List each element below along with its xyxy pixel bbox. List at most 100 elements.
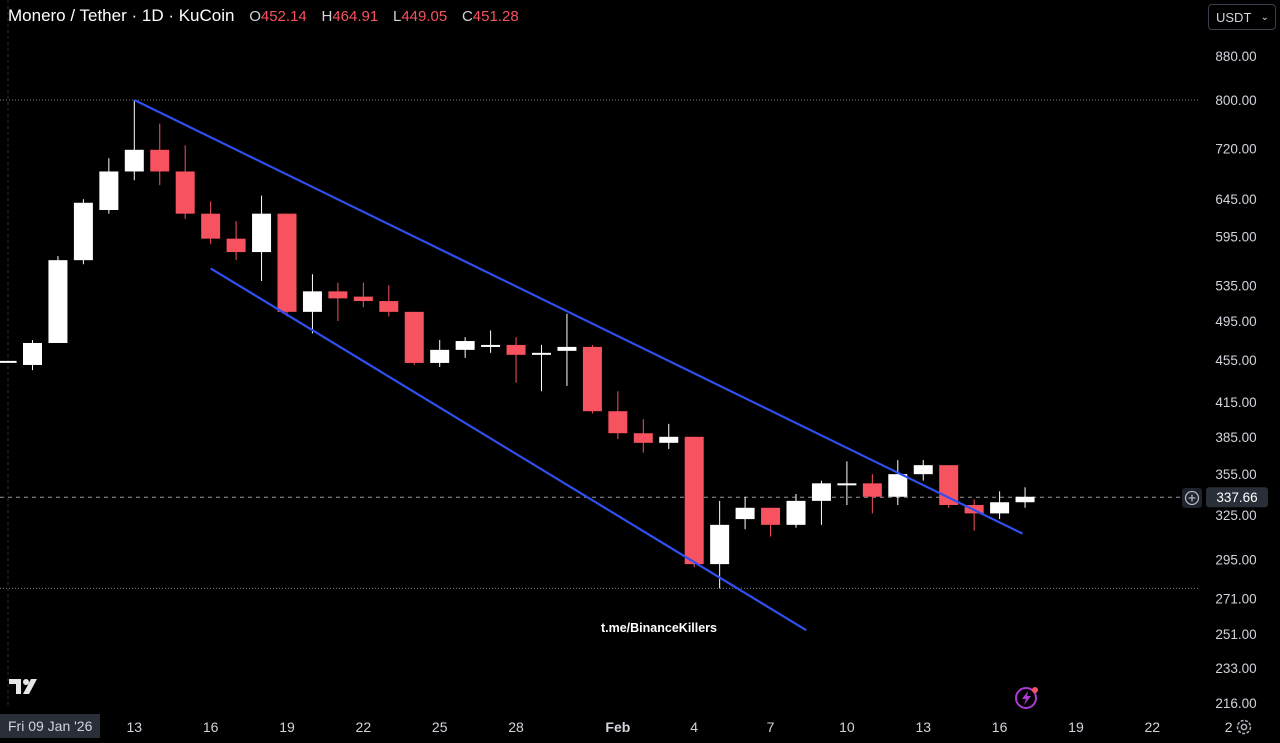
flash-icon[interactable] [1014, 685, 1040, 716]
candle-body [48, 260, 68, 343]
open-value: 452.14 [260, 8, 307, 25]
tradingview-logo-icon[interactable] [9, 677, 45, 700]
candle [710, 500, 730, 589]
candle-body [277, 213, 297, 312]
close-value: 451.28 [472, 8, 519, 25]
candle-body [481, 344, 501, 347]
watermark-text: t.me/BinanceKillers [601, 621, 717, 635]
candle [837, 461, 857, 506]
candle [659, 423, 679, 449]
y-tick-label: 535.00 [1215, 278, 1256, 293]
x-tick-label: 16 [992, 719, 1008, 735]
x-tick-label: 19 [1068, 719, 1084, 735]
candle [633, 419, 653, 453]
x-tick-label: 13 [127, 719, 143, 735]
y-tick-label: 233.00 [1215, 661, 1256, 676]
candle [201, 201, 221, 245]
plus-circle-icon[interactable] [1182, 488, 1202, 513]
candle [811, 480, 831, 525]
y-tick-label: 355.00 [1215, 467, 1256, 482]
y-tick-label: 720.00 [1215, 142, 1256, 157]
last-price-badge [1206, 487, 1268, 508]
candle-body [23, 342, 42, 365]
chevron-down-icon: ⌄ [1260, 11, 1269, 23]
channel-line-upper [133, 99, 1023, 535]
y-tick-label: 385.00 [1215, 430, 1256, 445]
candle [862, 474, 882, 514]
candle-body [761, 507, 781, 525]
candle-body [633, 433, 653, 443]
low-value: 449.05 [401, 8, 448, 25]
candle-body [710, 524, 730, 565]
x-tick-label: 25 [432, 719, 448, 735]
candle [175, 145, 195, 219]
y-tick-label: 645.00 [1215, 192, 1256, 207]
candle [226, 221, 246, 261]
candle-body [175, 171, 195, 214]
candle-body [353, 296, 373, 302]
candle [404, 311, 424, 365]
x-tick-label: 19 [279, 719, 295, 735]
x-tick-label: 4 [690, 719, 698, 735]
candle-body [532, 352, 551, 355]
candle-body [862, 483, 882, 497]
x-tick-label: 28 [508, 719, 524, 735]
candle [455, 337, 475, 358]
candle [582, 344, 602, 414]
x-tick-label: 22 [1145, 719, 1161, 735]
symbol-title[interactable]: Monero / Tether · 1D · KuCoin [8, 6, 235, 25]
candle [99, 158, 119, 214]
candle [0, 360, 17, 363]
candle-body [786, 500, 806, 525]
y-tick-label: 595.00 [1215, 229, 1256, 244]
candle [23, 340, 42, 371]
high-value: 464.91 [332, 8, 379, 25]
candle [684, 436, 704, 568]
candle-body [455, 341, 475, 350]
candle-body [913, 465, 933, 475]
candle-body [226, 238, 246, 253]
candle-body [888, 474, 908, 497]
candle [430, 340, 450, 368]
x-tick-label: 10 [839, 719, 855, 735]
candle [990, 491, 1010, 520]
candle [48, 256, 68, 343]
candle [353, 282, 373, 308]
x-tick-label: 22 [356, 719, 372, 735]
currency-label: USDT [1216, 9, 1252, 25]
y-tick-label: 880.00 [1215, 49, 1256, 64]
candle [150, 123, 170, 186]
candle-body [99, 171, 119, 211]
low-label: L [392, 8, 402, 25]
candle-body [837, 483, 857, 486]
candle [888, 460, 908, 506]
y-tick-label: 455.00 [1215, 353, 1256, 368]
candle [252, 195, 272, 282]
candle-body [430, 349, 450, 363]
candle-body [735, 507, 755, 520]
x-tick-label: 7 [767, 719, 775, 735]
y-tick-label: 271.00 [1215, 592, 1256, 607]
candle [557, 313, 577, 386]
y-tick-label: 251.00 [1215, 627, 1256, 642]
gear-icon[interactable] [1235, 718, 1253, 741]
candle [302, 274, 322, 334]
x-tick-label: 13 [915, 719, 931, 735]
candle-body [582, 346, 602, 412]
candle-body [124, 149, 144, 172]
candle [608, 391, 628, 440]
candle-body [404, 311, 424, 363]
candle [786, 494, 806, 528]
candle-body [379, 301, 399, 312]
candle [481, 330, 501, 353]
y-tick-label: 495.00 [1215, 314, 1256, 329]
currency-select[interactable]: USDT ⌄ [1208, 4, 1276, 30]
candle-body [150, 149, 170, 172]
crosshair-date-label: Fri 09 Jan '26 [0, 714, 101, 738]
candle-body [302, 291, 322, 312]
chart-header: Monero / Tether · 1D · KuCoin O452.14 H4… [8, 6, 519, 26]
candle [506, 337, 526, 383]
channel-line-lower [210, 267, 807, 632]
candle-body [557, 346, 577, 351]
